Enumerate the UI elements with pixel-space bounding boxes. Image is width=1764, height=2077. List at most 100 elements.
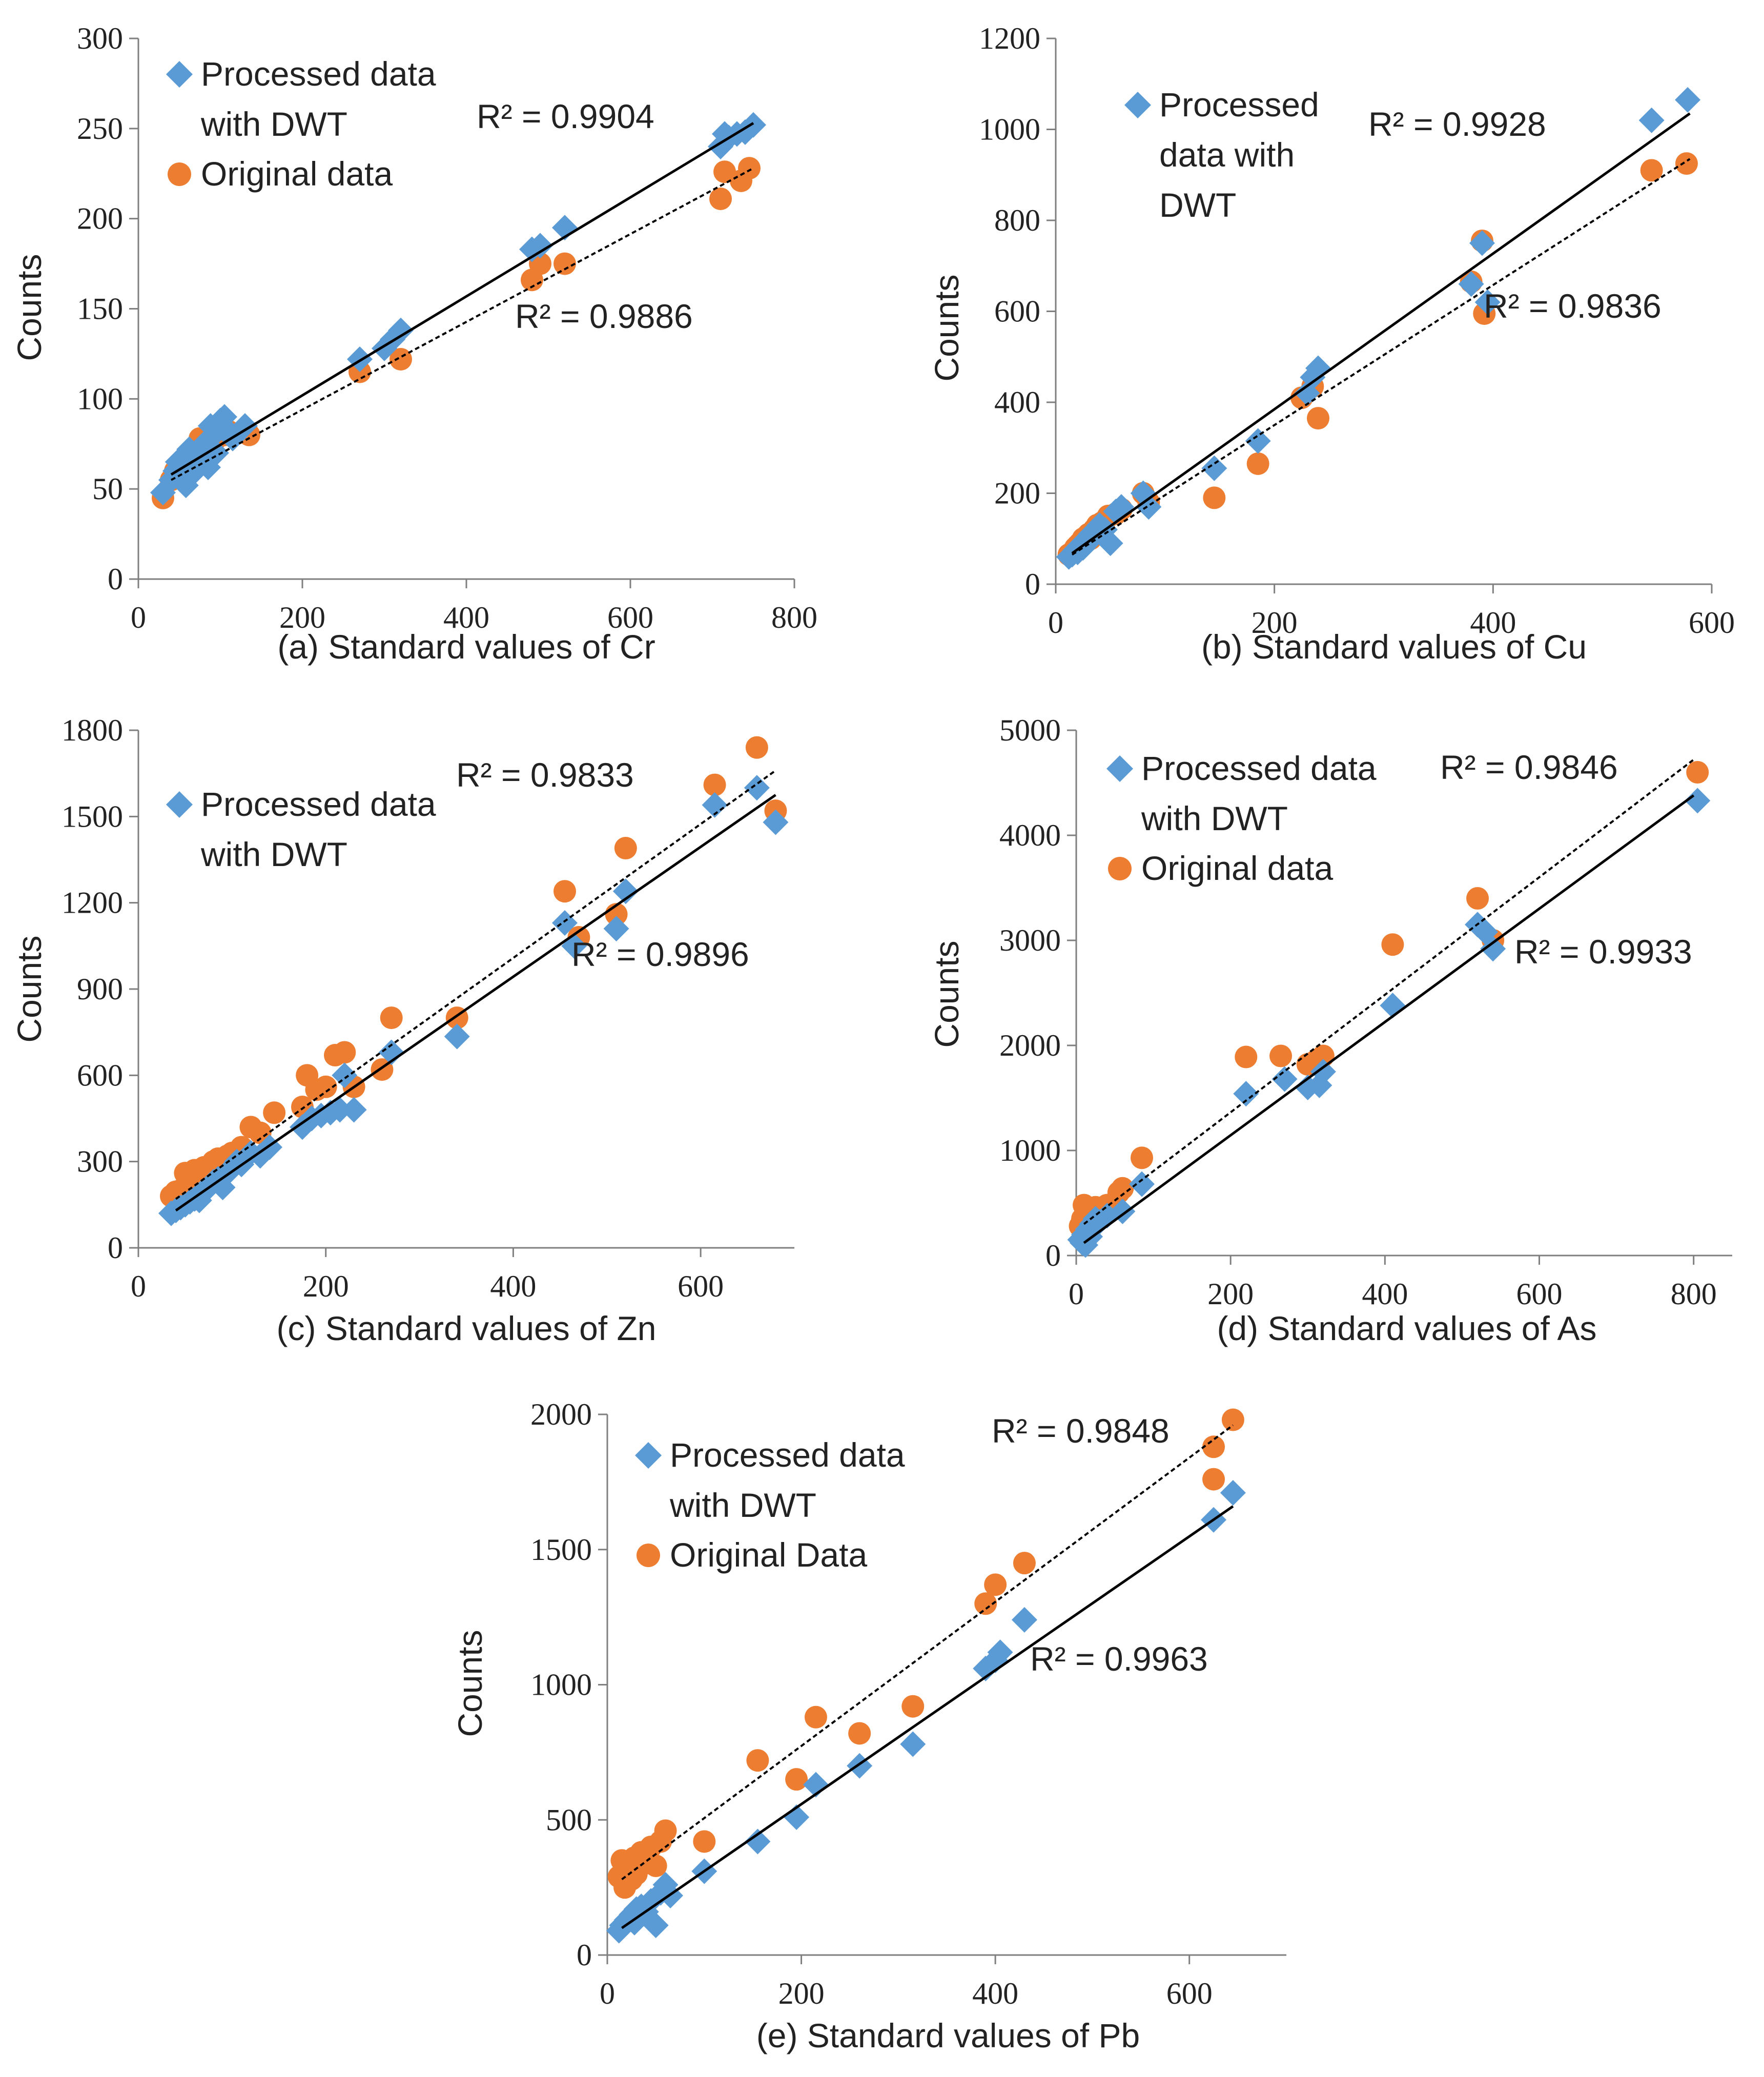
- data-point-processed: [1011, 1607, 1037, 1633]
- r2-label-processed: R² = 0.9928: [1368, 105, 1546, 143]
- trendline-original: [1083, 758, 1694, 1225]
- trendline-processed: [175, 794, 776, 1212]
- data-point-original: [380, 1006, 403, 1030]
- x-tick-label: 400: [1470, 606, 1516, 640]
- trendline-processed: [1083, 794, 1695, 1244]
- y-tick-label: 1200: [61, 886, 123, 920]
- legend-marker-processed: [635, 1442, 662, 1469]
- legend-label-processed: with DWT: [200, 835, 347, 873]
- y-axis-label: Counts: [928, 274, 966, 381]
- x-axis-label: (c) Standard values of Zn: [276, 1309, 656, 1347]
- data-point-original: [1235, 1045, 1258, 1068]
- data-point-processed: [378, 1039, 404, 1065]
- y-tick-label: 5000: [999, 713, 1061, 747]
- y-tick-label: 1200: [979, 22, 1040, 55]
- data-point-original: [1307, 407, 1329, 430]
- legend-label-processed: data with: [1159, 136, 1295, 174]
- y-tick-label: 50: [92, 472, 123, 506]
- series-original: [607, 1408, 1244, 1899]
- legend-label-processed: with DWT: [669, 1486, 816, 1524]
- data-point-processed: [232, 413, 258, 439]
- y-axis-label: Counts: [928, 940, 966, 1047]
- r2-label-original: R² = 0.9848: [992, 1412, 1170, 1450]
- trendline-original: [1071, 158, 1691, 556]
- trendline-processed: [621, 1505, 1234, 1929]
- data-point-processed: [643, 1912, 669, 1938]
- legend-marker-processed: [1106, 755, 1133, 782]
- data-point-original: [389, 347, 412, 371]
- r2-label-processed: R² = 0.9963: [1030, 1640, 1208, 1678]
- x-tick-label: 600: [607, 601, 653, 634]
- data-point-processed: [702, 792, 728, 818]
- data-point-processed: [1097, 530, 1123, 557]
- data-point-original: [1675, 152, 1698, 175]
- data-point-original: [703, 773, 726, 796]
- y-tick-label: 300: [77, 1145, 123, 1179]
- data-point-original: [553, 252, 576, 275]
- data-point-processed: [744, 775, 770, 801]
- r2-label-original: R² = 0.9846: [1440, 748, 1618, 786]
- data-point-processed: [603, 916, 629, 942]
- y-tick-label: 1000: [979, 113, 1040, 147]
- y-tick-label: 1800: [61, 713, 123, 747]
- r2-label-original: R² = 0.9836: [1484, 287, 1662, 325]
- data-point-processed: [1638, 107, 1665, 133]
- data-point-processed: [1675, 87, 1701, 113]
- data-point-original: [785, 1768, 808, 1791]
- y-tick-label: 1000: [999, 1134, 1061, 1167]
- legend-marker-original: [637, 1544, 660, 1567]
- x-tick-label: 0: [131, 601, 146, 634]
- data-point-processed: [741, 112, 766, 138]
- data-point-original: [614, 837, 637, 860]
- data-point-processed: [612, 878, 639, 904]
- y-tick-label: 600: [994, 295, 1040, 328]
- data-point-processed: [1136, 494, 1162, 520]
- y-tick-label: 0: [1025, 567, 1040, 601]
- y-tick-label: 1500: [530, 1533, 592, 1567]
- legend-label-processed: Processed: [1159, 86, 1319, 124]
- y-tick-label: 0: [577, 1938, 592, 1972]
- data-point-original: [333, 1041, 356, 1064]
- y-tick-label: 600: [77, 1058, 123, 1092]
- x-tick-label: 0: [131, 1269, 146, 1303]
- y-axis-label: Counts: [10, 935, 48, 1042]
- series-processed: [606, 1479, 1246, 1944]
- legend-label-original: Original data: [1141, 849, 1334, 887]
- r2-label-processed: R² = 0.9896: [571, 935, 749, 973]
- legend-label-processed: with DWT: [200, 105, 347, 143]
- y-tick-label: 2000: [999, 1029, 1061, 1062]
- y-tick-label: 0: [1045, 1239, 1061, 1272]
- r2-label-original: R² = 0.9886: [515, 297, 693, 335]
- data-point-processed: [1271, 1066, 1298, 1092]
- data-point-original: [1246, 452, 1269, 475]
- data-point-original: [1311, 1044, 1335, 1067]
- r2-label-processed: R² = 0.9904: [477, 97, 654, 135]
- data-point-original: [1221, 1408, 1244, 1431]
- legend-label-original: Original data: [201, 155, 393, 193]
- legend-label-processed: Processed data: [670, 1436, 905, 1474]
- y-tick-label: 900: [77, 972, 123, 1006]
- data-point-processed: [763, 809, 789, 835]
- data-point-original: [745, 736, 768, 759]
- y-tick-label: 400: [994, 385, 1040, 419]
- data-point-original: [984, 1573, 1007, 1596]
- x-axis-label: (e) Standard values of Pb: [756, 2017, 1140, 2054]
- chart-b: 0 200 400 600 800 1000 1200 0 200 400 600 (b) Stand…: [928, 22, 1735, 666]
- data-point-original: [1640, 159, 1663, 182]
- data-point-original: [693, 1830, 716, 1853]
- data-point-original: [709, 187, 732, 210]
- data-point-processed: [1310, 1059, 1336, 1085]
- x-tick-label: 200: [279, 601, 325, 634]
- legend-marker-processed: [166, 791, 193, 818]
- data-point-original: [901, 1695, 925, 1718]
- data-point-processed: [444, 1023, 470, 1050]
- y-tick-label: 200: [994, 477, 1040, 510]
- r2-label-processed: R² = 0.9933: [1514, 933, 1692, 971]
- data-point-original: [713, 160, 736, 183]
- chart-a: 0 50 100 150 200 250 300 0 200 400 600 800 (a) Stand…: [10, 22, 817, 666]
- data-point-processed: [203, 440, 229, 466]
- data-point-original: [1013, 1552, 1036, 1575]
- y-tick-label: 800: [994, 203, 1040, 237]
- data-point-original: [738, 157, 761, 180]
